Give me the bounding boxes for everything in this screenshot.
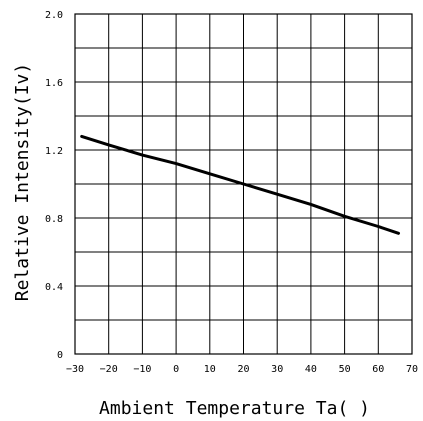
- y-tick-label: 0.8: [45, 214, 63, 225]
- x-tick-label: 10: [204, 364, 216, 375]
- x-tick-label: 0: [173, 364, 179, 375]
- x-tick-label: 60: [372, 364, 384, 375]
- y-tick-label: 1.2: [45, 146, 63, 157]
- y-tick-label: 1.6: [45, 78, 63, 89]
- x-axis-label: Ambient Temperature Ta( ): [99, 398, 370, 419]
- y-tick-label: 2.0: [45, 10, 63, 21]
- x-tick-label: 30: [271, 364, 283, 375]
- x-tick-label: 70: [406, 364, 418, 375]
- x-tick-label: 20: [237, 364, 249, 375]
- plot-frame: [74, 13, 413, 355]
- x-tick-label: 40: [305, 364, 317, 375]
- x-tick-label: −20: [100, 364, 118, 375]
- series-layer: [80, 134, 400, 235]
- y-tick-label: 0: [57, 350, 63, 361]
- y-tick-label: 0.4: [45, 282, 63, 293]
- series-line: [80, 134, 400, 235]
- y-axis-label: Relative Intensity(Iv): [12, 63, 33, 301]
- x-tick-label: 50: [339, 364, 351, 375]
- x-tick-label: −10: [133, 364, 151, 375]
- x-tick-labels: −30 −20 −10 0 10 20 30 40 50 60 70: [66, 364, 418, 375]
- x-tick-label: −30: [66, 364, 84, 375]
- y-tick-labels: 0 0.4 0.8 1.2 1.6 2.0: [45, 10, 63, 361]
